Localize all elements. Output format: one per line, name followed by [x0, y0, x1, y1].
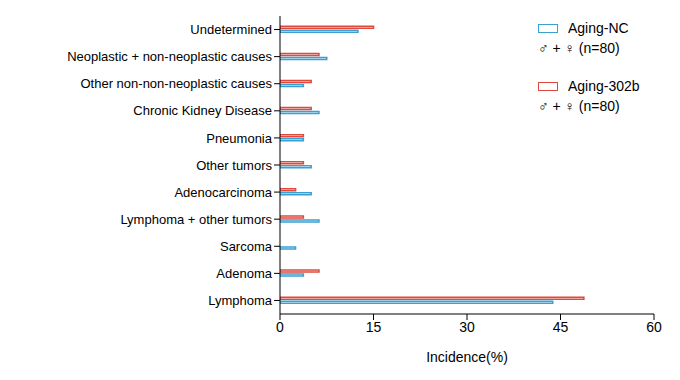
- svg-text:15: 15: [366, 319, 382, 335]
- svg-text:45: 45: [553, 319, 569, 335]
- html-text:Aging-NC: Aging-NC: [568, 20, 629, 36]
- svg-text:60: 60: [646, 319, 662, 335]
- svg-text:Adenoma: Adenoma: [216, 266, 272, 281]
- svg-text:30: 30: [459, 319, 475, 335]
- svg-text:Incidence(%): Incidence(%): [426, 349, 508, 365]
- svg-text:Lymphoma + other tumors: Lymphoma + other tumors: [120, 212, 272, 227]
- html-text:♂ + ♀ (n=80): ♂ + ♀ (n=80): [538, 98, 620, 114]
- svg-text:Other tumors: Other tumors: [196, 158, 272, 173]
- svg-text:Neoplastic + non-neoplastic ca: Neoplastic + non-neoplastic causes: [67, 49, 272, 64]
- svg-text:Other non-non-neoplastic cause: Other non-non-neoplastic causes: [80, 76, 272, 91]
- svg-text:Adenocarcinoma: Adenocarcinoma: [174, 185, 272, 200]
- svg-text:Chronic Kidney Disease: Chronic Kidney Disease: [133, 103, 272, 118]
- svg-text:Lymphoma: Lymphoma: [208, 293, 273, 308]
- svg-text:Sarcoma: Sarcoma: [220, 239, 273, 254]
- html-text:Aging-302b: Aging-302b: [568, 78, 640, 94]
- svg-text:0: 0: [276, 319, 284, 335]
- html-text:♂ + ♀ (n=80): ♂ + ♀ (n=80): [538, 40, 620, 56]
- svg-text:Undetermined: Undetermined: [190, 22, 272, 37]
- svg-text:Pneumonia: Pneumonia: [206, 131, 273, 146]
